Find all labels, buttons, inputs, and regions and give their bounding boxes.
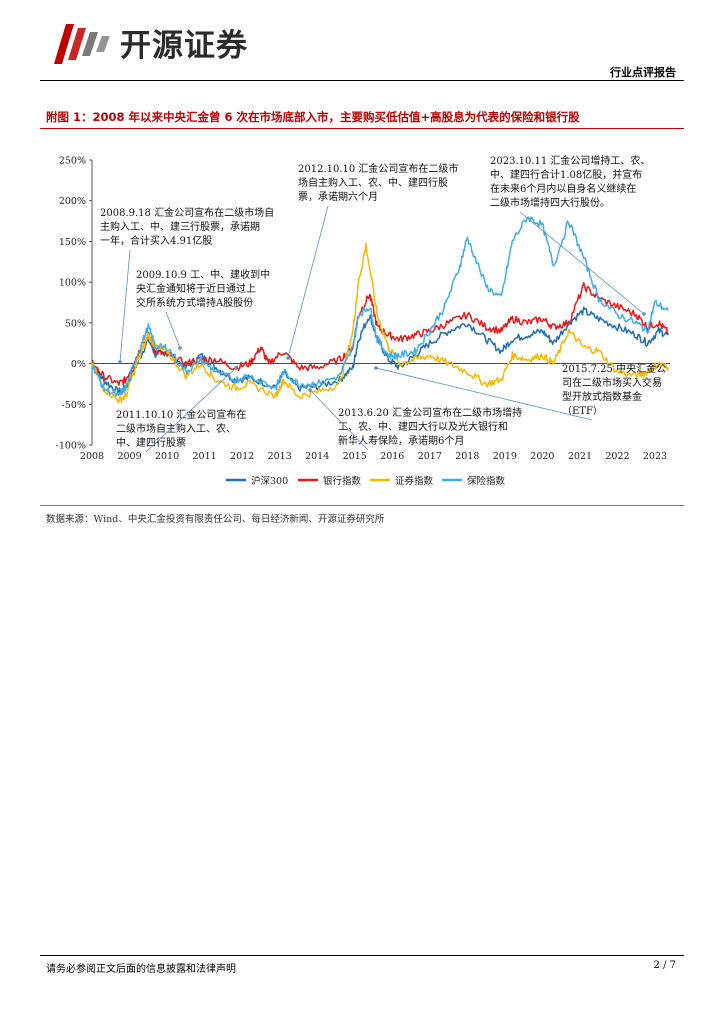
disclaimer-note: 请务必参阅正文后面的信息披露和法律声明	[46, 964, 236, 975]
series-line	[91, 216, 669, 397]
annotation-arrow	[119, 249, 131, 363]
x-tick-label: 2011	[193, 451, 217, 462]
x-tick-label: 2020	[530, 451, 554, 462]
annotation-arrow	[375, 367, 593, 421]
legend-label: 保险指数	[467, 475, 506, 487]
annotation-a2009: 2009.10.9 工、中、建收到中央汇金通知将于近日通过上交所系统方式增持A股…	[136, 268, 270, 309]
legend-label: 银行指数	[323, 475, 362, 487]
annotation-arrow	[519, 211, 645, 315]
annotation-line: 二级市场增持四大行股份。	[490, 196, 610, 209]
annotation-line: 中、建四行合计1.08亿股，并宣布	[490, 168, 642, 181]
y-tick-label: 150%	[59, 237, 86, 248]
x-tick-label: 2010	[155, 451, 179, 462]
footer-divider	[40, 955, 684, 956]
x-tick-label: 2009	[117, 451, 141, 462]
x-tick-label: 2023	[643, 451, 667, 462]
x-tick-label: 2019	[493, 451, 517, 462]
annotation-line: 2015.7.25 中央汇金公	[562, 362, 666, 375]
figure-source: 数据来源：Wind、中央汇金投资有限责任公司、每日经济新闻、开源证券研究所	[46, 514, 385, 525]
annotation-arrow-head	[374, 366, 378, 370]
x-tick-label: 2022	[605, 451, 629, 462]
annotation-arrow-head	[642, 312, 646, 316]
annotation-a2011: 2011.10.10 汇金公司宣布在二级市场自主购入工、农、中、建四行股票	[116, 408, 246, 449]
source-divider	[40, 505, 684, 506]
annotation-line: 型开放式指数基金	[562, 390, 642, 403]
annotation-arrow-head	[178, 346, 182, 350]
annotation-line: （ETF）	[562, 405, 603, 417]
brand-logo-icon	[54, 24, 110, 64]
annotation-line: 中、建四行股票	[116, 436, 186, 449]
annotation-line: 2023.10.11 汇金公司增持工、农、	[490, 154, 650, 167]
annotation-arrow-head	[118, 360, 122, 364]
y-tick-label: 250%	[59, 156, 86, 167]
annotation-arrow	[287, 205, 329, 359]
annotation-line: 交所系统方式增持A股股份	[136, 296, 253, 309]
brand-name: 开源证券	[120, 28, 248, 64]
y-tick-label: 0%	[71, 359, 86, 370]
annotation-a2008: 2008.9.18 汇金公司宣布在二级市场自主购入工、中、建三行股票，承诺期一年…	[100, 206, 274, 247]
annotation-arrow-head	[234, 366, 238, 370]
x-tick-label: 2012	[230, 451, 254, 462]
annotation-arrow-head	[308, 388, 312, 392]
header-divider	[40, 80, 684, 81]
x-tick-label: 2013	[268, 451, 292, 462]
series-line	[91, 281, 669, 386]
x-tick-label: 2021	[568, 451, 592, 462]
annotation-line: 2011.10.10 汇金公司宣布在	[116, 408, 246, 421]
annotation-line: 司在二级市场买入交易	[562, 376, 662, 389]
x-tick-label: 2017	[418, 451, 442, 462]
annotation-line: 2008.9.18 汇金公司宣布在二级市场自	[100, 206, 274, 219]
report-type: 行业点评报告	[610, 66, 676, 79]
annotation-line: 二级市场自主购入工、农、	[116, 422, 236, 435]
annotation-line: 2013.6.20 汇金公司宣布在二级市场增持	[338, 406, 522, 419]
annotation-line: 主购入工、中、建三行股票，承诺期	[100, 220, 260, 233]
annotation-a2023: 2023.10.11 汇金公司增持工、农、中、建四行合计1.08亿股，并宣布在未…	[490, 154, 650, 209]
x-tick-label: 2018	[455, 451, 479, 462]
annotation-arrow	[165, 311, 181, 349]
annotation-line: 票，承诺期六个月	[298, 191, 378, 203]
annotation-a2012: 2012.10.10 汇金公司宣布在二级市场自主购入工、农、中、建四行股票，承诺…	[298, 162, 458, 203]
annotation-line: 在未来6个月内以自身名义继续在	[490, 182, 636, 195]
annotation-arrow-head	[286, 356, 290, 360]
annotation-line: 工、农、中、建四大行以及光大银行和	[338, 420, 508, 433]
annotation-line: 新华人寿保险，承诺期6个月	[338, 434, 464, 447]
y-tick-label: 100%	[59, 278, 86, 289]
annotation-a2015: 2015.7.25 中央汇金公司在二级市场买入交易型开放式指数基金 （ETF）	[562, 362, 666, 417]
annotation-line: 一年，合计买入4.91亿股	[100, 234, 212, 247]
annotation-arrow	[145, 367, 237, 453]
x-tick-label: 2016	[380, 451, 404, 462]
legend-label: 证券指数	[395, 475, 434, 487]
x-tick-label: 2008	[80, 451, 104, 462]
figure-title-divider	[40, 128, 684, 129]
y-tick-label: 50%	[65, 318, 86, 329]
figure-title: 附图 1：2008 年以来中央汇金曾 6 次在市场底部入市，主要购买低估值+高股…	[46, 110, 580, 124]
legend-label: 沪深300	[251, 475, 288, 487]
x-tick-label: 2015	[343, 451, 367, 462]
y-tick-label: 200%	[59, 196, 86, 207]
index-performance-chart: 250% 200% 150% 100% 50% 0% -50% -100%2008 2009 20…	[56, 154, 670, 487]
annotation-line: 2009.10.9 工、中、建收到中	[136, 268, 270, 281]
annotation-line: 2012.10.10 汇金公司宣布在二级市	[298, 162, 458, 175]
x-tick-label: 2014	[305, 451, 329, 462]
annotation-a2013: 2013.6.20 汇金公司宣布在二级市场增持工、农、中、建四大行以及光大银行和…	[338, 406, 522, 447]
annotation-line: 央汇金通知将于近日通过上	[136, 282, 256, 295]
annotation-line: 场自主购入工、农、中、建四行股	[298, 176, 448, 189]
y-tick-label: -100%	[56, 441, 86, 452]
page-number: 2 / 7	[653, 960, 676, 971]
annotation-arrow	[309, 389, 369, 451]
y-tick-label: -50%	[62, 400, 86, 411]
